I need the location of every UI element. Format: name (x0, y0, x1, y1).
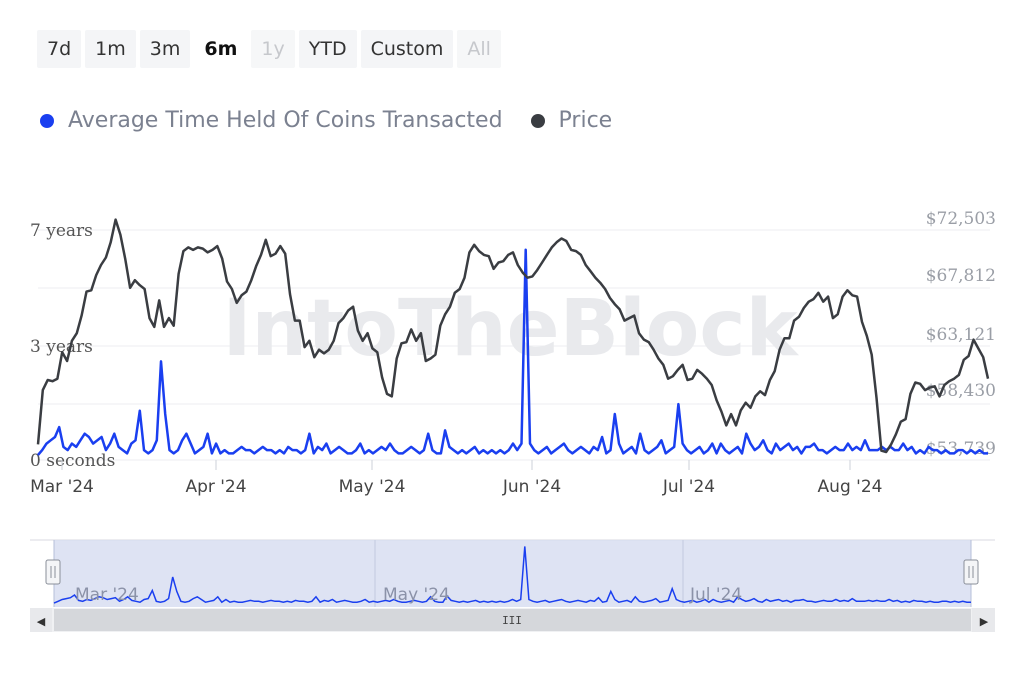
y-right-tick-label: $63,121 (926, 325, 996, 345)
legend-item-price[interactable]: Price (530, 108, 613, 133)
navigator-selected-range[interactable] (54, 540, 971, 607)
navigator-right-handle[interactable] (963, 559, 979, 585)
x-tick-label: Mar '24 (30, 477, 94, 497)
y-left-tick-label: 7 years (30, 221, 93, 241)
legend-item-avg-time-held[interactable]: Average Time Held Of Coins Transacted (40, 108, 503, 133)
line-chart: IntoTheBlock 7 years 3 years 0 seconds $72… (30, 209, 996, 497)
x-tick-label: Jul '24 (662, 477, 715, 497)
scroll-grip-icon: III (502, 614, 522, 627)
x-tick-label: May '24 (339, 477, 406, 497)
series-dot-icon (40, 113, 54, 128)
range-button-all: All (457, 30, 501, 68)
watermark: IntoTheBlock (223, 284, 800, 374)
range-button-7d[interactable]: 7d (37, 30, 82, 68)
range-button-ytd[interactable]: YTD (298, 30, 357, 68)
navigator-label: Jul '24 (689, 585, 742, 605)
scroll-right-button[interactable] (972, 608, 995, 632)
x-tick-label: Aug '24 (818, 477, 883, 497)
series-line-avg-time-held (37, 248, 988, 456)
scrollbar-thumb[interactable] (54, 609, 971, 631)
range-button-1m[interactable]: 1m (85, 30, 136, 68)
range-selector: 7d 1m 3m 6m 1y YTD Custom All (37, 30, 501, 68)
y-left-tick-label: 3 years (30, 337, 93, 357)
x-tick-label: Apr '24 (185, 477, 246, 497)
chart-legend: Average Time Held Of Coins Transacted Pr… (40, 108, 612, 133)
navigator-label: May '24 (383, 585, 450, 605)
range-button-1y: 1y (251, 30, 295, 68)
range-button-3m[interactable]: 3m (139, 30, 191, 68)
y-right-tick-label: $72,503 (926, 209, 996, 229)
navigator-series-line (53, 546, 971, 604)
y-right-tick-label: $67,812 (926, 266, 996, 286)
navigator-left-handle[interactable] (45, 559, 61, 585)
scroll-left-button[interactable] (30, 608, 52, 632)
x-tick-label: Jun '24 (502, 477, 561, 497)
range-button-6m[interactable]: 6m (194, 30, 248, 68)
scroll-right-arrow-icon: ▶ (980, 615, 989, 628)
legend-label: Price (558, 108, 613, 133)
series-dot-icon (530, 113, 545, 128)
navigator-label: Mar '24 (75, 585, 139, 605)
y-left-tick-label: 0 seconds (30, 451, 115, 471)
range-button-custom[interactable]: Custom (360, 30, 454, 68)
series-line-price (36, 218, 990, 454)
scroll-left-arrow-icon: ◀ (37, 615, 46, 628)
legend-label: Average Time Held Of Coins Transacted (68, 108, 503, 133)
